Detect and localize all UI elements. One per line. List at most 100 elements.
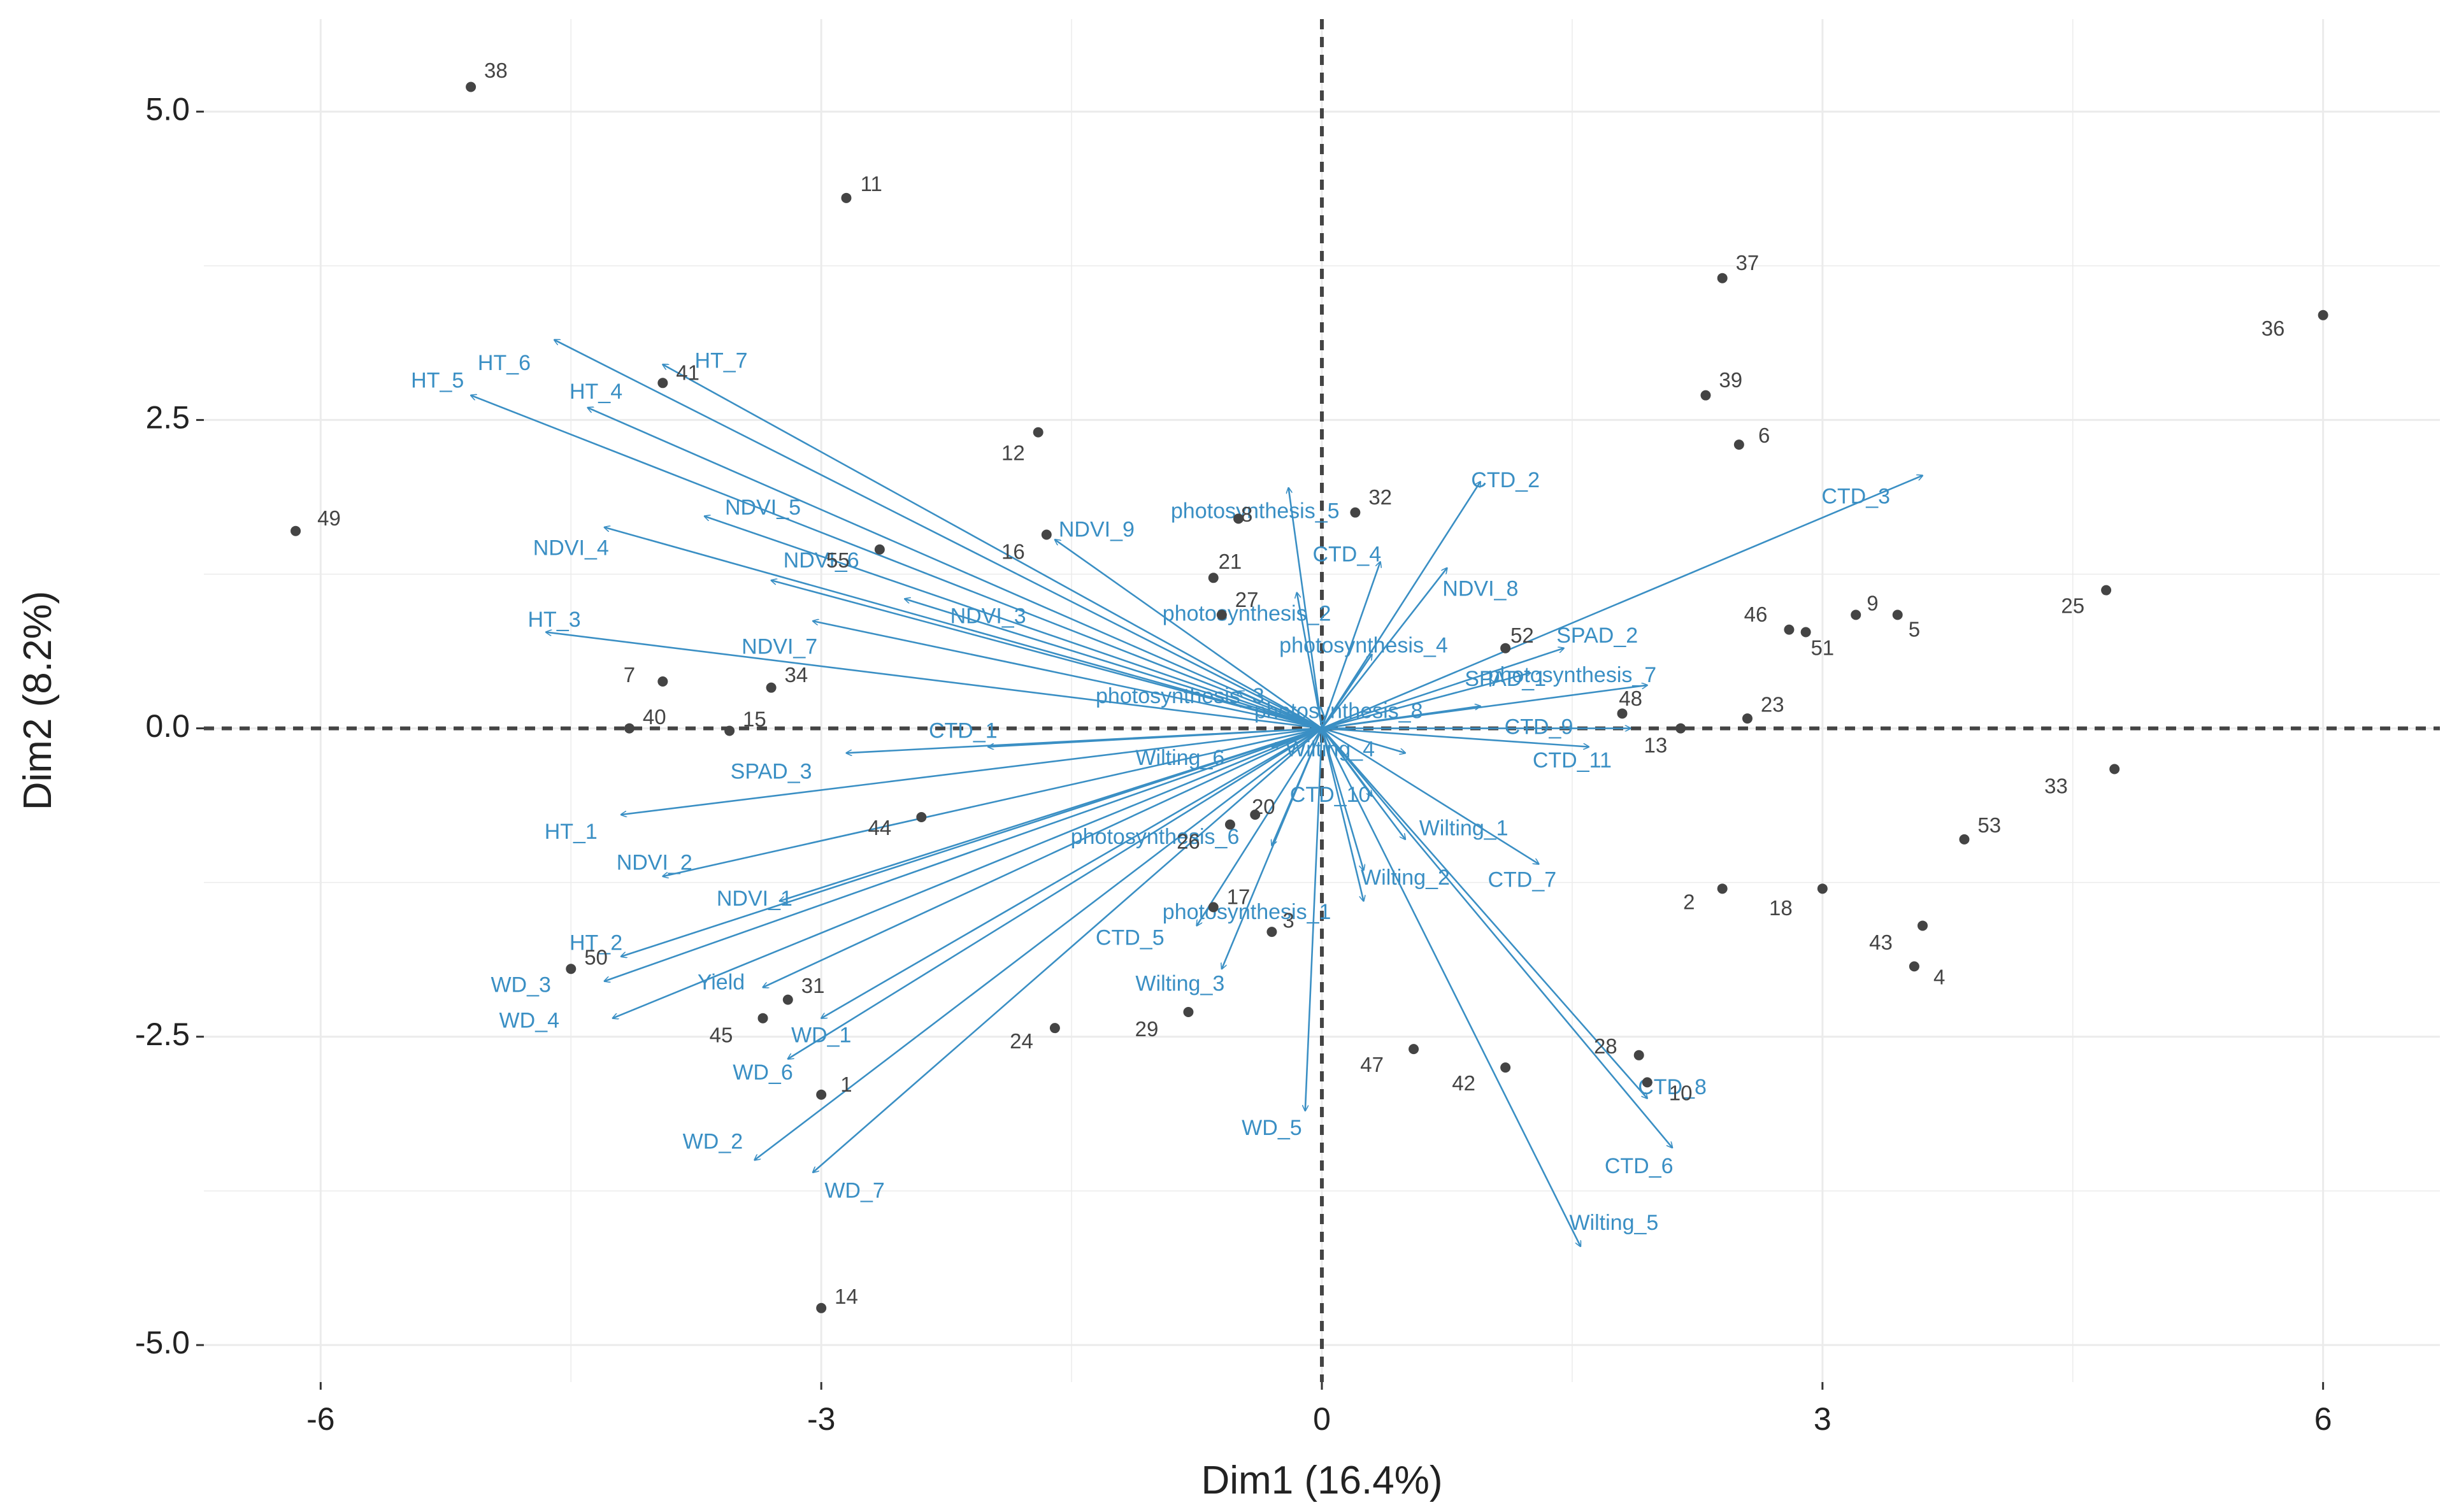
individual-point-21: [1208, 573, 1219, 583]
x-tick-label: -3: [807, 1401, 835, 1437]
variable-label-ndvi_5: NDVI_5: [725, 496, 801, 520]
variable-label-photosynthesis_6: photosynthesis_6: [1071, 825, 1240, 849]
axis-ticks: -6 -3 0 3 65.02.50.0-2.5-5.0: [135, 91, 2332, 1437]
individual-point-26: [1224, 819, 1235, 830]
variable-arrow-spad_3: [846, 727, 1323, 753]
individual-point-23: [1742, 713, 1753, 724]
individual-label-12: 12: [1001, 441, 1025, 464]
x-tick-label: -6: [306, 1401, 334, 1437]
individual-label-18: 18: [1769, 896, 1793, 920]
individual-point-8: [1233, 513, 1244, 524]
individual-point-50: [566, 964, 577, 974]
individual-label-17: 17: [1227, 885, 1251, 909]
variable-arrow-wd_2: [754, 727, 1323, 1160]
individual-label-44: 44: [868, 816, 891, 839]
variable-label-ht_7: HT_7: [694, 348, 747, 373]
individual-point-14: [816, 1302, 827, 1313]
variable-arrow-wd_1: [821, 727, 1323, 1018]
variable-arrow-ctd_4: [1321, 562, 1380, 729]
variable-arrow-spad_1: [1321, 673, 1530, 729]
individual-point-36: [2318, 310, 2328, 320]
variable-label-wd_6: WD_6: [733, 1060, 792, 1085]
variable-label-photosynthesis_4: photosynthesis_4: [1279, 634, 1448, 658]
variable-label-photosynthesis_8: photosynthesis_8: [1254, 699, 1423, 723]
individual-point-42: [1500, 1062, 1511, 1073]
individual-label-47: 47: [1360, 1053, 1384, 1076]
variable-arrow-ht_7: [663, 364, 1323, 729]
individual-label-16: 16: [1001, 539, 1025, 563]
variable-label-ndvi_3: NDVI_3: [950, 604, 1026, 628]
individual-point-24: [1049, 1023, 1060, 1034]
variable-label-wd_2: WD_2: [683, 1129, 743, 1153]
variable-label-ht_3: HT_3: [528, 608, 581, 632]
variable-arrow-ndvi_4: [605, 527, 1323, 729]
individual-label-14: 14: [835, 1285, 858, 1308]
x-tick-label: 6: [2314, 1401, 2332, 1437]
individual-label-51: 51: [1810, 636, 1834, 659]
y-axis-title: Dim2 (8.2%): [16, 591, 60, 811]
individual-point-48: [1617, 708, 1628, 719]
individual-label-31: 31: [801, 974, 825, 997]
individual-point-27: [1216, 610, 1227, 620]
variable-arrow-wd_6: [788, 727, 1323, 1059]
variable-label-photosynthesis_1: photosynthesis_1: [1163, 900, 1331, 924]
individual-point-3: [1266, 927, 1277, 938]
variable-label-ndvi_7: NDVI_7: [742, 635, 817, 659]
y-tick-label: 5.0: [145, 91, 190, 127]
individual-point-7: [657, 676, 668, 687]
individual-point-45: [757, 1013, 768, 1023]
individual-label-9: 9: [1867, 592, 1878, 615]
individual-label-34: 34: [785, 663, 808, 687]
variable-label-ht_5: HT_5: [411, 368, 464, 392]
individual-point-25: [2101, 585, 2112, 596]
individual-point-53: [1959, 834, 1970, 845]
individual-point-5: [1892, 610, 1903, 620]
individual-point-49: [290, 525, 301, 536]
variable-arrow-wilting_2: [1321, 728, 1363, 871]
individual-label-43: 43: [1869, 931, 1893, 954]
variable-arrow-ht_5: [471, 396, 1323, 729]
individual-point-18: [1817, 883, 1828, 894]
individual-point-10: [1642, 1077, 1653, 1088]
variable-arrow-ndvi_5: [705, 516, 1323, 729]
individual-label-33: 33: [2044, 774, 2068, 797]
individual-label-45: 45: [710, 1023, 733, 1046]
individual-label-28: 28: [1594, 1034, 1617, 1058]
variable-label-photosynthesis_7: photosynthesis_7: [1488, 663, 1657, 687]
variable-arrow-ctd_8: [1321, 727, 1647, 1099]
variable-label-wilting_2: Wilting_2: [1361, 866, 1450, 890]
variable-arrow-spad_2: [1321, 648, 1564, 729]
variable-label-wd_3: WD_3: [491, 973, 550, 997]
variable-arrow-ctd_2: [1321, 481, 1481, 729]
variable-arrow-wilting_3: [1222, 728, 1323, 969]
individual-point-12: [1033, 427, 1043, 438]
variable-label-wilting_5: Wilting_5: [1569, 1211, 1658, 1235]
individual-point-13: [1675, 723, 1686, 734]
individual-point-6: [1733, 439, 1744, 450]
individual-label-23: 23: [1761, 692, 1784, 716]
individual-label-38: 38: [484, 59, 508, 82]
variable-label-ndvi_2: NDVI_2: [617, 851, 692, 875]
individual-point-41: [657, 378, 668, 389]
y-tick-label: 2.5: [145, 400, 190, 436]
y-tick-label: 0.0: [145, 708, 190, 744]
individual-label-49: 49: [317, 506, 341, 530]
individual-label-4: 4: [1933, 965, 1945, 988]
variable-arrow-ht_3: [546, 632, 1323, 729]
variable-arrow-wd_7: [813, 727, 1323, 1173]
variable-label-ctd_3: CTD_3: [1821, 484, 1890, 508]
variable-label-ndvi_6: NDVI_6: [784, 548, 859, 573]
variable-label-wilting_3: Wilting_3: [1135, 971, 1224, 995]
variable-arrow-ndvi_2: [663, 727, 1323, 876]
individual-label-24: 24: [1010, 1029, 1033, 1053]
variable-arrow-ndvi_8: [1321, 568, 1447, 729]
variable-label-spad_1: SPAD_1: [1465, 667, 1546, 691]
individual-label-13: 13: [1644, 733, 1668, 757]
variable-arrow-ndvi_7: [813, 621, 1323, 729]
individual-label-15: 15: [743, 708, 766, 731]
individual-point-34: [766, 682, 777, 693]
variable-label-wd_5: WD_5: [1242, 1116, 1301, 1140]
individual-point-29: [1183, 1007, 1194, 1018]
variable-label-ht_6: HT_6: [478, 351, 531, 375]
variable-label-wd_4: WD_4: [499, 1008, 559, 1032]
